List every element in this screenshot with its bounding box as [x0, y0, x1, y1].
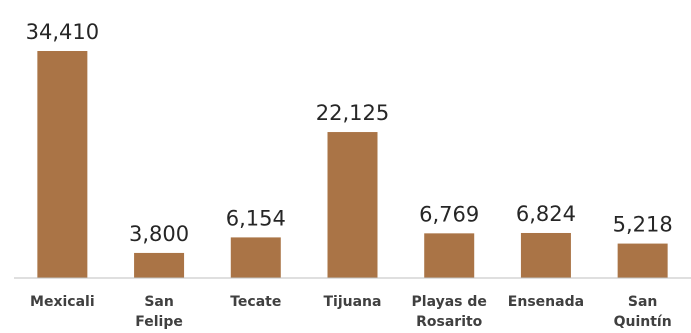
bar-0: [37, 51, 88, 278]
data-label-4: 6,769: [419, 202, 479, 226]
bar-5: [520, 232, 571, 278]
data-label-5: 6,824: [516, 202, 576, 226]
category-label-5: Ensenada: [508, 294, 584, 310]
category-labels-group: Mexicali San Felipe Tecate Tijuana Playas de R…: [30, 294, 672, 330]
bar-2: [230, 237, 281, 278]
data-label-1: 3,800: [129, 222, 189, 246]
category-label-0: Mexicali: [30, 294, 95, 310]
data-labels-group: 34,410 3,800 6,154 22,125 6,769 6,824 5,218: [26, 20, 673, 246]
category-label-2: Tecate: [230, 294, 281, 310]
bar-1: [134, 252, 185, 278]
data-label-0: 34,410: [26, 20, 99, 44]
category-label-6: San Quintín: [614, 294, 672, 330]
data-label-3: 22,125: [316, 101, 389, 125]
data-label-2: 6,154: [226, 206, 286, 230]
bar-3: [327, 132, 378, 278]
category-label-3: Tijuana: [324, 294, 382, 310]
category-label-4: Playas de Rosarito: [412, 294, 487, 330]
data-label-6: 5,218: [613, 213, 673, 237]
category-label-1: San Felipe: [135, 294, 183, 330]
bar-6: [617, 243, 668, 278]
bar-4: [424, 233, 475, 278]
bars-group: [37, 51, 668, 278]
